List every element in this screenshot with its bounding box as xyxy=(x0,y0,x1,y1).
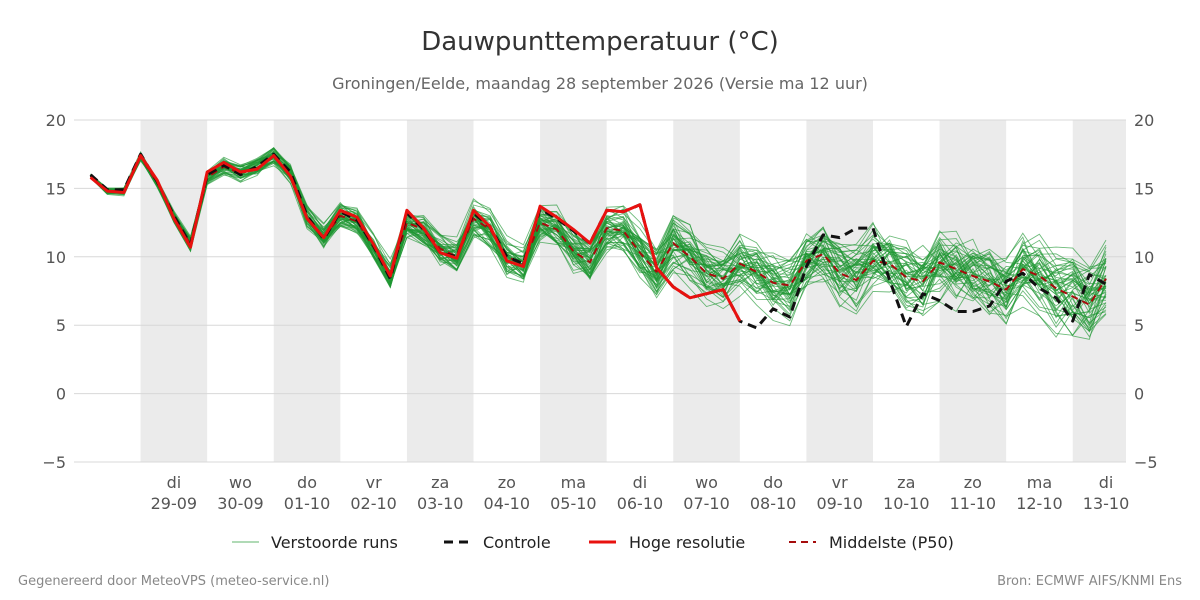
y-tick-label-left: 5 xyxy=(56,316,66,335)
chart-title: Dauwpunttemperatuur (°C) xyxy=(421,27,779,57)
y-tick-label-right: 20 xyxy=(1134,111,1154,130)
x-tick-day: zo xyxy=(498,473,516,492)
x-tick-date: 10-10 xyxy=(883,494,930,513)
footer-generated-by: Gegenereerd door MeteoVPS (meteo-service… xyxy=(18,574,329,589)
ensemble-member-line xyxy=(90,154,1107,311)
x-tick-date: 13-10 xyxy=(1083,494,1130,513)
series-controle-line xyxy=(89,152,1107,330)
y-tick-label-left: 10 xyxy=(46,248,66,267)
x-tick-day: ma xyxy=(561,473,586,492)
weekend-bands xyxy=(140,120,1126,462)
x-tick-date: 11-10 xyxy=(950,494,997,513)
ensemble-lines xyxy=(90,146,1107,340)
x-tick-day: do xyxy=(763,473,783,492)
x-tick-date: 05-10 xyxy=(550,494,597,513)
x-tick-day: zo xyxy=(964,473,982,492)
x-tick-date: 09-10 xyxy=(816,494,863,513)
x-tick-day: di xyxy=(633,473,648,492)
y-tick-label-right: 0 xyxy=(1134,385,1144,404)
x-tick-date: 03-10 xyxy=(417,494,464,513)
ensemble-member-line xyxy=(90,148,1107,329)
main-series-lines xyxy=(89,152,1107,330)
x-tick-date: 06-10 xyxy=(617,494,664,513)
y-tick-label-left: 20 xyxy=(46,111,66,130)
x-tick-date: 29-09 xyxy=(151,494,198,513)
x-tick-day: di xyxy=(167,473,182,492)
y-tick-labels: 20 20 15 15 10 10 5 5 0 0 −5 −5 xyxy=(42,111,1157,472)
x-tick-date: 01-10 xyxy=(284,494,331,513)
x-tick-date: 12-10 xyxy=(1016,494,1063,513)
chart-subtitle: Groningen/Eelde, maandag 28 september 20… xyxy=(332,74,868,93)
x-tick-day: vr xyxy=(366,473,382,492)
y-tick-label-right: 10 xyxy=(1134,248,1154,267)
x-tick-day: ma xyxy=(1027,473,1052,492)
x-tick-day: za xyxy=(431,473,449,492)
x-tick-date: 04-10 xyxy=(484,494,531,513)
x-tick-date: 07-10 xyxy=(683,494,730,513)
y-tick-label-left: −5 xyxy=(42,453,66,472)
y-tick-label-right: 5 xyxy=(1134,316,1144,335)
x-tick-day: za xyxy=(897,473,915,492)
ensemble-member-line xyxy=(90,152,1107,325)
x-tick-day: wo xyxy=(229,473,252,492)
legend-label-hoge-resolutie: Hoge resolutie xyxy=(629,533,745,552)
legend: Verstoorde runs Controle Hoge resolutie … xyxy=(232,533,954,552)
x-tick-date: 30-09 xyxy=(217,494,264,513)
y-tick-label-left: 15 xyxy=(46,179,66,198)
ensemble-member-line xyxy=(90,155,1107,295)
x-tick-date: 02-10 xyxy=(350,494,397,513)
x-tick-day: vr xyxy=(832,473,848,492)
day-band xyxy=(540,120,607,462)
x-tick-day: di xyxy=(1099,473,1114,492)
legend-label-ensemble: Verstoorde runs xyxy=(271,533,398,552)
day-band xyxy=(406,120,474,462)
x-tick-date: 08-10 xyxy=(750,494,797,513)
ensemble-member-line xyxy=(90,152,1107,308)
footer-source: Bron: ECMWF AIFS/KNMI Ens xyxy=(997,574,1182,589)
y-tick-label-right: −5 xyxy=(1134,453,1158,472)
y-tick-label-left: 0 xyxy=(56,385,66,404)
legend-label-p50: Middelste (P50) xyxy=(829,533,954,552)
x-tick-day: wo xyxy=(695,473,718,492)
x-tick-day: do xyxy=(297,473,317,492)
legend-label-controle: Controle xyxy=(483,533,551,552)
series-hoge-resolutie-line xyxy=(89,154,742,322)
y-tick-label-right: 15 xyxy=(1134,179,1154,198)
x-tick-labels: di 29-09 wo 30-09 do 01-10 vr 02-10 za 03-10 zo 04-… xyxy=(151,473,1130,513)
